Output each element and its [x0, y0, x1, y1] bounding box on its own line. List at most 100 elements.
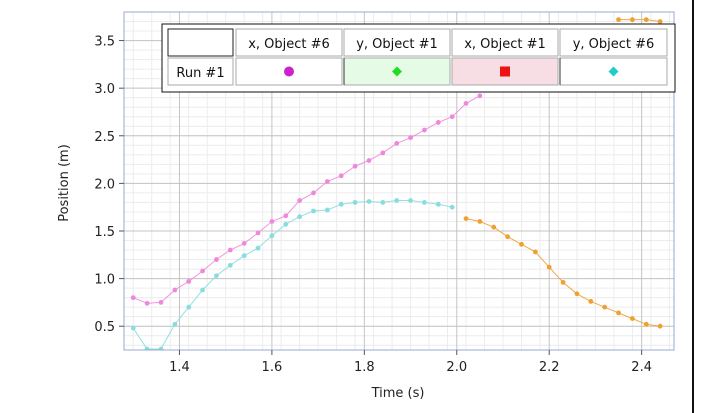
- axes: 1.4 1.6 1.8 2.0 2.2 2.4 0.5 1.0 1.5 2.0 2.5 3.0 3.5: [94, 35, 652, 375]
- data-point: [532, 249, 538, 255]
- x-tick-label: 1.6: [262, 360, 283, 375]
- legend-header-label: x, Object #6: [248, 37, 330, 52]
- plot-frame: [123, 11, 675, 351]
- data-point: [643, 17, 649, 23]
- legend-header-label: y, Object #1: [356, 37, 438, 52]
- data-point: [394, 140, 400, 146]
- data-point: [200, 287, 205, 293]
- data-point: [297, 198, 303, 203]
- legend-header-label: y, Object #6: [573, 37, 655, 52]
- data-point: [352, 200, 358, 205]
- data-point: [338, 173, 344, 179]
- legend-marker-diamond: [608, 66, 619, 77]
- data-point: [241, 253, 247, 259]
- data-point: [463, 216, 469, 222]
- data-point: [366, 199, 372, 204]
- data-point: [380, 150, 386, 156]
- data-point: [643, 321, 649, 327]
- data-point: [200, 268, 205, 274]
- data-point: [574, 291, 580, 297]
- data-point: [130, 295, 136, 301]
- data-point: [546, 264, 552, 270]
- data-point: [227, 247, 233, 253]
- data-point: [657, 323, 663, 329]
- data-point: [560, 280, 566, 285]
- data-point: [172, 321, 178, 327]
- y-tick-label: 1.5: [94, 225, 115, 240]
- legend-header-cell: [343, 28, 451, 57]
- legend-marker-diamond: [392, 66, 402, 77]
- x-tick-label: 1.8: [354, 360, 375, 375]
- data-point: [491, 224, 497, 230]
- legend-marker-square: [500, 66, 510, 77]
- data-point: [338, 201, 344, 207]
- data-point: [297, 214, 303, 220]
- data-point: [158, 299, 164, 305]
- data-point: [352, 163, 358, 169]
- data-point: [255, 230, 261, 236]
- data-point: [477, 93, 483, 99]
- data-point: [214, 257, 219, 262]
- legend-header-cell: [235, 28, 343, 57]
- data-point: [269, 233, 275, 239]
- data-point: [324, 207, 330, 213]
- data-point: [130, 325, 136, 331]
- data-point: [311, 190, 316, 196]
- data-point: [324, 179, 330, 184]
- series-group: [130, 17, 663, 350]
- legend: x, Object #6 y, Object #1 x, Object #1 y, O…: [161, 23, 676, 93]
- y-tick-label: 2.0: [94, 177, 115, 192]
- legend-header-cell: [451, 28, 559, 57]
- data-point: [186, 304, 192, 310]
- series-line: [133, 95, 481, 304]
- data-point: [616, 310, 621, 316]
- data-point: [408, 135, 413, 141]
- data-point: [463, 101, 469, 106]
- legend-header-label: x, Object #1: [464, 37, 546, 52]
- series-layer: [130, 17, 663, 350]
- data-point: [422, 200, 427, 205]
- y-tick-label: 0.5: [94, 320, 115, 335]
- data-point: [144, 346, 150, 350]
- data-point: [144, 300, 150, 306]
- data-point: [255, 245, 261, 251]
- x-axis-title: Time (s): [371, 386, 425, 401]
- data-point: [366, 158, 372, 163]
- y-axis-title: Position (m): [57, 144, 72, 222]
- data-point: [657, 19, 663, 24]
- x-tick-label: 2.0: [446, 360, 467, 375]
- data-point: [477, 219, 483, 224]
- data-point: [408, 198, 413, 203]
- data-point: [227, 262, 233, 268]
- data-point: [519, 241, 524, 247]
- data-point: [505, 234, 511, 240]
- data-point: [214, 273, 219, 279]
- legend-marker-circle: [284, 66, 294, 77]
- y-tick-label: 3.5: [94, 35, 115, 50]
- series-line: [618, 19, 661, 22]
- right-edge-bar: [692, 0, 694, 413]
- data-point: [283, 221, 289, 227]
- data-point: [394, 198, 400, 203]
- x-tick-label: 2.4: [631, 360, 652, 375]
- data-point: [435, 201, 441, 207]
- y-tick-label: 3.0: [94, 82, 115, 97]
- y-tick-label: 2.5: [94, 130, 115, 145]
- data-point: [380, 200, 386, 205]
- data-point: [172, 287, 178, 293]
- data-point: [449, 204, 455, 210]
- data-point: [422, 127, 427, 133]
- x-tick-label: 2.2: [539, 360, 560, 375]
- data-point: [616, 17, 621, 23]
- data-point: [435, 120, 441, 125]
- y-tick-label: 1.0: [94, 273, 115, 288]
- x-tick-label: 1.4: [169, 360, 190, 375]
- data-point: [186, 279, 192, 284]
- data-point: [630, 316, 635, 321]
- data-point: [630, 17, 635, 23]
- legend-run-label: Run #1: [176, 66, 224, 81]
- legend-header-cell: [559, 28, 668, 57]
- data-point: [588, 299, 594, 304]
- data-point: [283, 213, 289, 219]
